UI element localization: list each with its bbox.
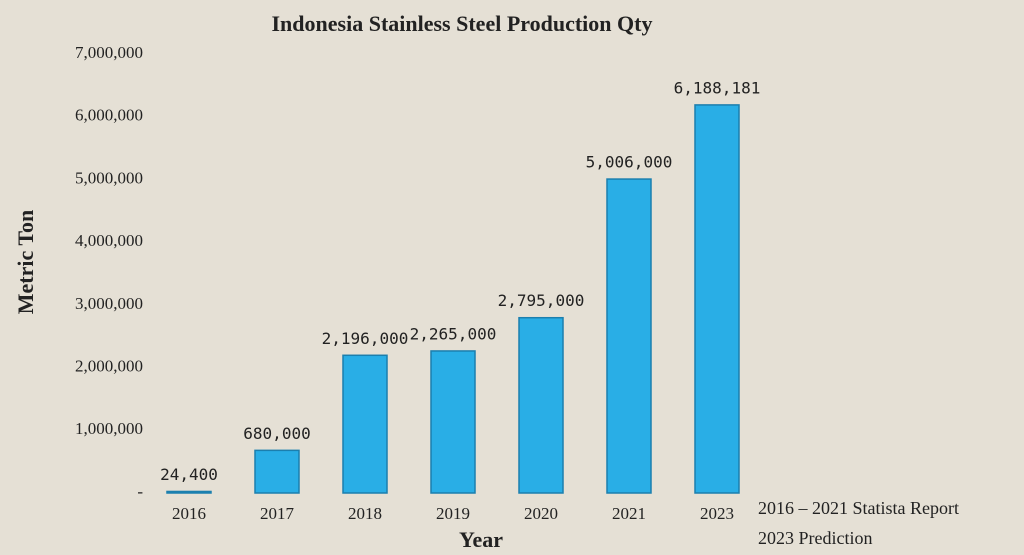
y-axis-label: Metric Ton [13,210,38,315]
bar [518,316,564,494]
bar [430,350,476,494]
y-tick-label: - [137,482,143,501]
x-tick-label: 2023 [700,504,734,523]
bar [606,178,652,494]
y-tick-label: 5,000,000 [75,168,143,187]
value-label: 24,400 [160,465,218,484]
x-axis-label: Year [459,527,503,552]
y-tick-label: 4,000,000 [75,231,143,250]
x-tick-label: 2019 [436,504,470,523]
y-tick-label: 3,000,000 [75,294,143,313]
y-tick-label: 6,000,000 [75,106,143,125]
bar [254,449,300,494]
bar [166,490,212,494]
x-tick-label: 2017 [260,504,295,523]
x-tick-label: 2018 [348,504,382,523]
note: 2016 – 2021 Statista Report [758,498,959,518]
bar [694,104,740,494]
x-tick-label: 2021 [612,504,646,523]
value-label: 2,795,000 [498,291,585,310]
x-tick-label: 2020 [524,504,558,523]
y-tick-label: 1,000,000 [75,419,143,438]
x-tick-label: 2016 [172,504,206,523]
note: 2023 Prediction [758,528,873,548]
value-label: 680,000 [243,424,310,443]
y-tick-label: 2,000,000 [75,356,143,375]
value-label: 2,196,000 [322,329,409,348]
chart-title: Indonesia Stainless Steel Production Qty [272,11,653,36]
y-tick-label: 7,000,000 [75,43,143,62]
value-label: 5,006,000 [586,153,673,172]
value-label: 6,188,181 [674,78,761,97]
value-label: 2,265,000 [410,324,497,343]
bar [342,354,388,494]
